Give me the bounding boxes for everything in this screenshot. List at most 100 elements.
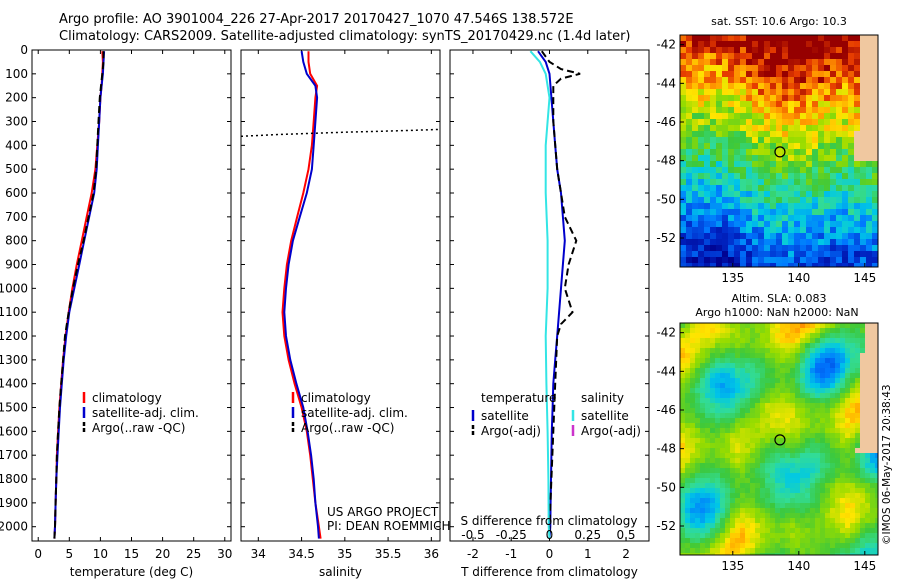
map-cell — [812, 173, 819, 180]
map-cell — [820, 533, 826, 539]
map-cell — [760, 538, 766, 544]
map-cell — [704, 239, 711, 246]
map-cell — [818, 263, 825, 268]
map-cell — [865, 493, 871, 499]
map-cell — [710, 458, 716, 464]
map-cell — [755, 403, 761, 409]
map-cell — [820, 398, 826, 404]
map-cell — [710, 328, 716, 334]
map-cell — [820, 343, 826, 349]
map-cell — [800, 488, 806, 494]
map-cell — [805, 393, 811, 399]
map-cell — [685, 388, 691, 394]
map-cell — [870, 553, 876, 556]
map-cell — [705, 473, 711, 479]
map-cell — [795, 393, 801, 399]
map-cell — [750, 538, 756, 544]
map-cell — [685, 333, 691, 339]
map-cell — [872, 125, 879, 132]
map-cell — [680, 83, 687, 90]
map-cell — [700, 508, 706, 514]
map-cell — [775, 418, 781, 424]
x-tick-label: 2 — [622, 547, 630, 561]
map-cell — [720, 333, 726, 339]
map-cell — [848, 179, 855, 186]
map-cell — [825, 338, 831, 344]
map-cell — [710, 373, 716, 379]
map-cell — [820, 423, 826, 429]
map-cell — [722, 257, 729, 264]
map-cell — [764, 41, 771, 48]
map-cell — [860, 71, 867, 78]
map-cell — [680, 548, 686, 554]
map-cell — [810, 398, 816, 404]
map-cell — [805, 548, 811, 554]
map-cell — [680, 463, 686, 469]
map-cell — [806, 137, 813, 144]
map-cell — [785, 488, 791, 494]
map-cell — [872, 257, 879, 264]
map-cell — [722, 173, 729, 180]
map-cell — [716, 53, 723, 60]
map-cell — [734, 215, 741, 222]
map-cell — [710, 473, 716, 479]
salinity-axes-box — [240, 49, 441, 542]
map-cell — [812, 215, 819, 222]
map-cell — [835, 463, 841, 469]
map-cell — [800, 89, 807, 96]
map-cell — [770, 203, 777, 210]
map-cell — [836, 155, 843, 162]
map-cell — [722, 107, 729, 114]
map-cell — [686, 227, 693, 234]
map-cell — [845, 353, 851, 359]
map-cell — [760, 498, 766, 504]
map-cell — [700, 343, 706, 349]
map-cell — [842, 131, 849, 138]
map-cell — [825, 488, 831, 494]
map-cell — [758, 173, 765, 180]
map-cell — [725, 548, 731, 554]
map-cell — [836, 65, 843, 72]
map-cell — [680, 35, 687, 42]
map-cell — [845, 403, 851, 409]
map-cell — [765, 353, 771, 359]
map-cell — [860, 197, 867, 204]
map-cell — [818, 173, 825, 180]
map-cell — [728, 131, 735, 138]
map-cell — [836, 71, 843, 78]
map-cell — [860, 348, 866, 354]
map-cell — [815, 498, 821, 504]
map-cell — [795, 353, 801, 359]
map-cell — [800, 323, 806, 329]
map-cell — [860, 125, 867, 132]
map-cell — [848, 167, 855, 174]
map-cell — [848, 161, 855, 168]
map-cell — [704, 53, 711, 60]
map-cell — [690, 458, 696, 464]
map-cell — [845, 458, 851, 464]
map-cell — [695, 398, 701, 404]
map-cell — [845, 438, 851, 444]
map-cell — [750, 468, 756, 474]
map-cell — [805, 373, 811, 379]
map-cell — [690, 438, 696, 444]
map-cell — [835, 348, 841, 354]
map-cell — [812, 179, 819, 186]
map-cell — [775, 368, 781, 374]
map-cell — [740, 131, 747, 138]
map-cell — [840, 463, 846, 469]
map-cell — [850, 428, 856, 434]
map-cell — [830, 83, 837, 90]
map-cell — [794, 143, 801, 150]
map-cell — [875, 438, 879, 444]
map-cell — [800, 493, 806, 499]
map-cell — [700, 458, 706, 464]
map-cell — [840, 413, 846, 419]
map-cell — [765, 333, 771, 339]
map-cell — [692, 143, 699, 150]
map-cell — [812, 131, 819, 138]
map-cell — [840, 543, 846, 549]
map-cell — [710, 343, 716, 349]
map-cell — [836, 245, 843, 252]
map-cell — [734, 41, 741, 48]
